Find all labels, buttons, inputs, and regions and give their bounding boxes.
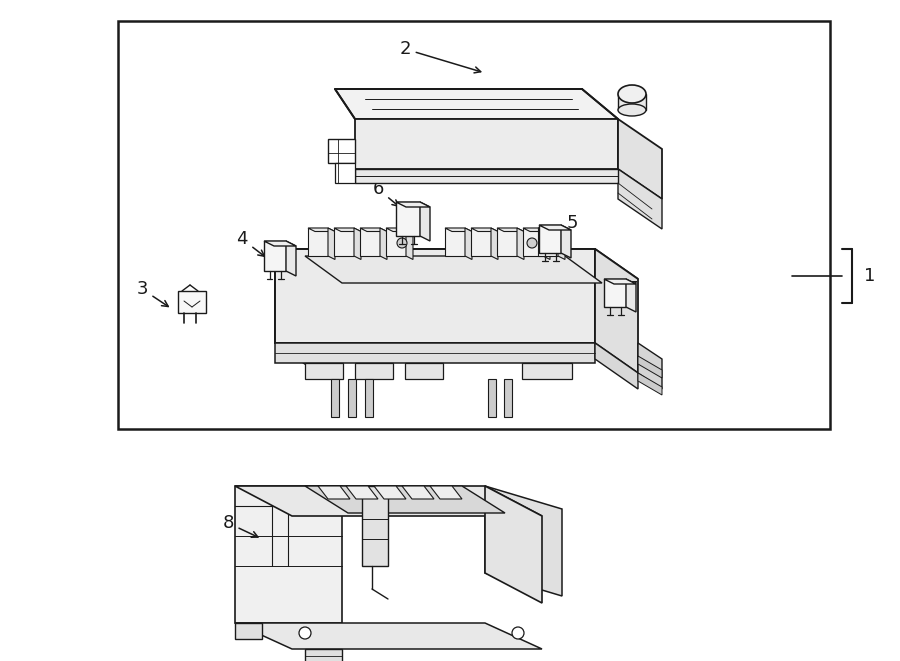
- Polygon shape: [380, 228, 387, 260]
- Polygon shape: [305, 256, 602, 283]
- Polygon shape: [178, 291, 206, 313]
- Polygon shape: [491, 228, 498, 260]
- Polygon shape: [305, 363, 343, 379]
- Polygon shape: [626, 279, 636, 312]
- Polygon shape: [264, 241, 296, 246]
- Polygon shape: [595, 249, 638, 373]
- Bar: [488, 379, 496, 417]
- Polygon shape: [471, 228, 498, 231]
- Polygon shape: [618, 119, 662, 199]
- Circle shape: [299, 627, 311, 639]
- Polygon shape: [235, 623, 542, 649]
- Polygon shape: [264, 241, 286, 271]
- Polygon shape: [318, 486, 350, 499]
- Circle shape: [512, 627, 524, 639]
- Polygon shape: [308, 228, 328, 256]
- Polygon shape: [328, 139, 355, 163]
- Polygon shape: [543, 228, 550, 260]
- Polygon shape: [485, 486, 542, 603]
- Text: 4: 4: [236, 230, 265, 256]
- Polygon shape: [517, 228, 524, 260]
- Polygon shape: [638, 343, 662, 389]
- Polygon shape: [354, 228, 361, 260]
- Polygon shape: [334, 228, 354, 256]
- Polygon shape: [618, 169, 662, 229]
- Circle shape: [397, 238, 407, 248]
- Text: 6: 6: [373, 180, 399, 206]
- Polygon shape: [360, 228, 387, 231]
- Polygon shape: [538, 228, 558, 256]
- Polygon shape: [618, 94, 646, 110]
- Polygon shape: [355, 119, 618, 169]
- Polygon shape: [497, 228, 524, 231]
- Polygon shape: [305, 486, 505, 513]
- Text: 3: 3: [136, 280, 168, 307]
- Polygon shape: [275, 249, 595, 343]
- Polygon shape: [235, 623, 262, 639]
- Text: 1: 1: [864, 267, 876, 285]
- Polygon shape: [362, 486, 388, 566]
- Polygon shape: [523, 228, 550, 231]
- Polygon shape: [405, 363, 443, 379]
- Polygon shape: [497, 228, 517, 256]
- Polygon shape: [334, 228, 361, 231]
- Polygon shape: [396, 202, 430, 207]
- Polygon shape: [538, 228, 565, 231]
- Polygon shape: [430, 486, 462, 499]
- Polygon shape: [335, 89, 618, 119]
- Polygon shape: [561, 225, 571, 258]
- Polygon shape: [485, 486, 562, 596]
- Polygon shape: [445, 228, 465, 256]
- Bar: [331, 379, 339, 417]
- Text: 7: 7: [616, 280, 638, 301]
- Polygon shape: [638, 356, 662, 378]
- Text: 8: 8: [222, 514, 258, 537]
- Polygon shape: [275, 249, 318, 373]
- Polygon shape: [305, 649, 342, 661]
- Polygon shape: [308, 228, 335, 231]
- Polygon shape: [638, 373, 662, 395]
- Polygon shape: [522, 363, 572, 379]
- Polygon shape: [471, 228, 491, 256]
- Bar: [348, 379, 356, 417]
- Polygon shape: [558, 228, 565, 260]
- Polygon shape: [360, 228, 380, 256]
- Polygon shape: [604, 279, 636, 284]
- Ellipse shape: [618, 85, 646, 103]
- Polygon shape: [445, 228, 472, 231]
- Polygon shape: [386, 228, 413, 231]
- Polygon shape: [402, 486, 434, 499]
- Polygon shape: [328, 228, 335, 260]
- Polygon shape: [539, 225, 561, 253]
- Bar: [504, 379, 512, 417]
- Polygon shape: [235, 486, 542, 516]
- Polygon shape: [523, 228, 543, 256]
- Polygon shape: [420, 202, 430, 241]
- Polygon shape: [539, 225, 571, 230]
- Polygon shape: [595, 343, 638, 389]
- Polygon shape: [396, 202, 420, 236]
- Polygon shape: [275, 249, 638, 279]
- Polygon shape: [335, 163, 355, 183]
- Polygon shape: [604, 279, 626, 307]
- Bar: [118, 21, 830, 429]
- Polygon shape: [235, 486, 342, 623]
- Text: 5: 5: [546, 214, 578, 237]
- Text: 2: 2: [400, 40, 481, 73]
- Polygon shape: [465, 228, 472, 260]
- Polygon shape: [386, 228, 406, 256]
- Ellipse shape: [618, 104, 646, 116]
- Polygon shape: [275, 343, 595, 363]
- Polygon shape: [355, 363, 393, 379]
- Polygon shape: [374, 486, 406, 499]
- Circle shape: [527, 238, 537, 248]
- Polygon shape: [286, 241, 296, 276]
- Bar: [365, 379, 373, 417]
- Polygon shape: [346, 486, 378, 499]
- Polygon shape: [355, 169, 618, 183]
- Polygon shape: [406, 228, 413, 260]
